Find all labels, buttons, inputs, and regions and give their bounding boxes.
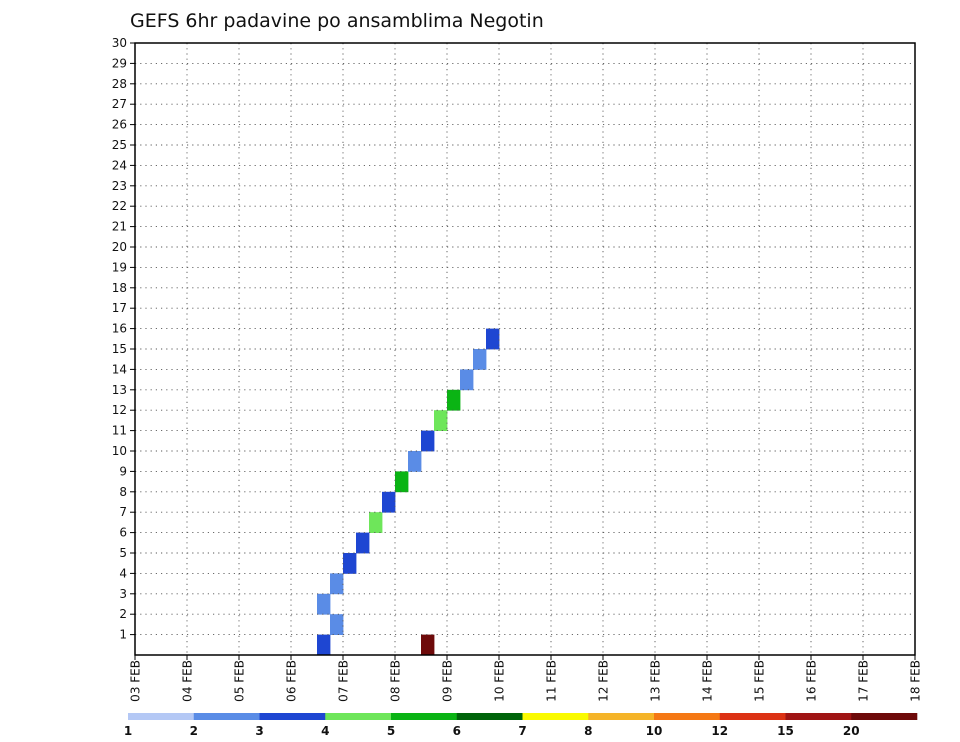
colorbar-swatch (193, 713, 260, 720)
precip-cell (343, 553, 357, 574)
colorbar-label: 4 (321, 724, 329, 738)
precip-cell (447, 389, 461, 411)
y-tick-label: 28 (112, 77, 127, 91)
precip-cell (395, 471, 409, 493)
y-tick-label: 19 (112, 260, 127, 274)
colorbar-swatch (522, 713, 589, 720)
x-tick-label: 18 FEB (909, 660, 923, 702)
colorbar-label: 6 (453, 724, 461, 738)
y-tick-label: 3 (119, 587, 127, 601)
colorbar-label: 15 (777, 724, 794, 738)
colorbar-label: 10 (646, 724, 663, 738)
x-tick-label: 10 FEB (493, 660, 507, 702)
y-tick-label: 4 (119, 566, 127, 580)
colorbar-label: 5 (387, 724, 395, 738)
y-tick-label: 21 (112, 220, 127, 234)
precip-cell (317, 634, 331, 656)
grid-lines (134, 42, 916, 655)
x-tick-label: 09 FEB (441, 660, 455, 702)
y-tick-label: 1 (119, 628, 127, 642)
colorbar-label: 12 (711, 724, 728, 738)
colorbar-swatch (588, 713, 655, 720)
x-tick-label: 06 FEB (285, 660, 299, 702)
colorbar-swatch (325, 713, 392, 720)
colorbar-swatch (259, 713, 326, 720)
y-tick-label: 15 (112, 342, 127, 356)
x-tick-label: 12 FEB (597, 660, 611, 702)
colorbar-swatch (391, 713, 458, 720)
colorbar-swatch (456, 713, 523, 720)
x-tick-label: 04 FEB (181, 660, 195, 702)
x-tick-label: 14 FEB (701, 660, 715, 702)
precip-cells (317, 328, 500, 656)
y-tick-label: 29 (112, 56, 127, 70)
y-tick-label: 9 (119, 464, 127, 478)
y-tick-label: 5 (119, 546, 127, 560)
x-tick-label: 11 FEB (545, 660, 559, 702)
colorbar-swatch (128, 713, 195, 720)
y-tick-label: 7 (119, 505, 127, 519)
precip-cell (408, 451, 422, 472)
colorbar-swatch (851, 713, 918, 720)
y-tick-label: 20 (112, 240, 127, 254)
precip-cell (421, 634, 435, 656)
precip-cell (421, 430, 435, 452)
colorbar-label: 3 (255, 724, 263, 738)
y-tick-label: 30 (112, 36, 127, 50)
y-tick-label: 18 (112, 281, 127, 295)
colorbar-label: 8 (584, 724, 592, 738)
y-tick-label: 25 (112, 138, 127, 152)
colorbar-swatch (719, 713, 786, 720)
colorbar-label: 7 (518, 724, 526, 738)
precip-cell (382, 491, 396, 513)
y-tick-label: 17 (112, 301, 127, 315)
y-tick-label: 13 (112, 383, 127, 397)
y-tick-label: 11 (112, 424, 127, 438)
y-tick-label: 22 (112, 199, 127, 213)
y-tick-label: 12 (112, 403, 127, 417)
precip-cell (330, 573, 344, 595)
y-tick-label: 27 (112, 97, 127, 111)
colorbar-label: 1 (124, 724, 132, 738)
y-tick-label: 6 (119, 526, 127, 540)
x-tick-label: 03 FEB (129, 660, 143, 702)
colorbar-label: 2 (190, 724, 198, 738)
y-tick-label: 16 (112, 322, 127, 336)
precip-cell (486, 328, 500, 350)
precip-cell (460, 369, 474, 391)
y-tick-label: 26 (112, 118, 127, 132)
x-tick-label: 13 FEB (649, 660, 663, 702)
x-tick-label: 08 FEB (389, 660, 403, 702)
y-tick-label: 24 (112, 158, 127, 172)
precip-cell (356, 532, 370, 554)
precip-cell (330, 614, 344, 635)
x-axis: 03 FEB 04 FEB 05 FEB 06 FEB 07 FEB 08 FEB 09 F… (129, 655, 923, 702)
colorbar-swatch (785, 713, 852, 720)
precip-cell (317, 593, 331, 615)
precip-cell (434, 410, 448, 431)
colorbar-label: 20 (843, 724, 860, 738)
x-tick-label: 05 FEB (233, 660, 247, 702)
y-tick-label: 14 (112, 362, 127, 376)
colorbar: 1 2 3 4 5 6 7 8 10 12 15 20 (124, 713, 918, 738)
precip-cell (473, 349, 487, 370)
y-tick-label: 23 (112, 179, 127, 193)
y-axis: 1234567891011121314151617181920212223242… (112, 36, 135, 642)
y-tick-label: 10 (112, 444, 127, 458)
x-tick-label: 17 FEB (857, 660, 871, 702)
precip-cell (369, 512, 383, 533)
y-tick-label: 8 (119, 485, 127, 499)
x-tick-label: 16 FEB (805, 660, 819, 702)
x-tick-label: 07 FEB (337, 660, 351, 702)
y-tick-label: 2 (119, 607, 127, 621)
chart-title: GEFS 6hr padavine po ansamblima Negotin (130, 10, 544, 32)
colorbar-swatch (654, 713, 721, 720)
x-tick-label: 15 FEB (753, 660, 767, 702)
